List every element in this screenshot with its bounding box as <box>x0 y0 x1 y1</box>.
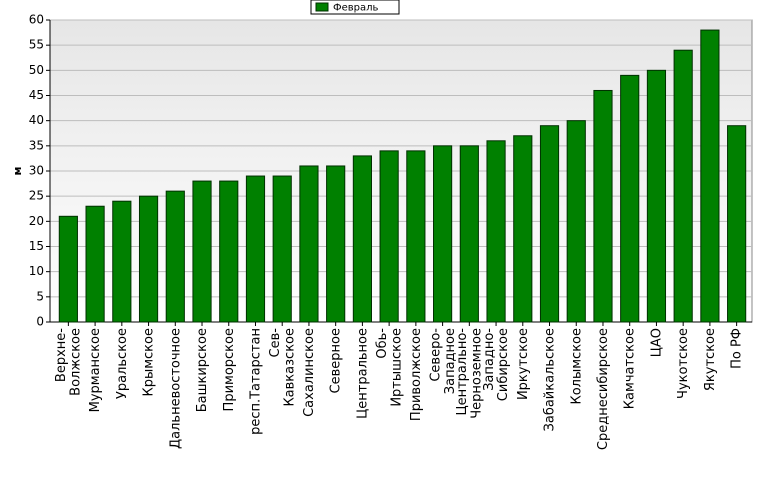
bar <box>566 120 586 323</box>
y-axis-label: м <box>11 167 24 176</box>
bar <box>85 205 105 323</box>
bar <box>272 175 292 323</box>
x-tick-label: Дальневосточное <box>168 328 183 449</box>
bar <box>299 165 319 323</box>
bar <box>192 180 212 323</box>
legend-box <box>310 0 400 15</box>
x-tick-label: Обь-Иртышское <box>374 328 403 407</box>
y-tick-label: 10 <box>29 264 44 278</box>
bar <box>352 155 372 323</box>
bar <box>326 165 346 323</box>
y-tick-label: 45 <box>29 88 44 102</box>
bar <box>138 195 159 323</box>
x-tick-label: Мурманское <box>88 328 103 412</box>
bar <box>379 150 399 323</box>
legend-swatch <box>315 2 329 12</box>
x-tick-label: Камчатское <box>622 328 637 409</box>
bar <box>513 135 533 323</box>
y-tick-label: 55 <box>29 38 44 52</box>
y-tick-label: 60 <box>29 13 44 27</box>
y-tick-label: 30 <box>29 164 44 178</box>
y-tick-label: 0 <box>36 315 44 329</box>
bar <box>406 150 426 323</box>
x-tick-label: По РФ <box>729 328 744 369</box>
legend-label: Февраль <box>333 3 379 14</box>
bar <box>593 89 613 323</box>
bar <box>646 69 667 323</box>
y-tick-label: 20 <box>29 214 44 228</box>
bar <box>539 125 560 323</box>
x-tick-label: Сахалинское <box>301 328 316 417</box>
bar <box>58 215 78 323</box>
y-tick-label: 15 <box>29 239 44 253</box>
bar <box>727 125 747 323</box>
bar <box>245 175 266 323</box>
bar <box>459 145 479 323</box>
x-tick-label: Чукотское <box>676 328 691 399</box>
x-tick-label: Среднесибирское <box>595 328 610 450</box>
x-tick-label: Верхне-Волжское <box>54 328 83 396</box>
y-tick-label: 35 <box>29 138 44 152</box>
x-tick-label: Уральское <box>114 328 129 399</box>
bar <box>433 145 453 323</box>
x-tick-label: Центральное <box>355 328 370 419</box>
x-tick-label: Сев-Кавказское <box>268 328 297 407</box>
x-tick-label: Башкирское <box>195 328 210 412</box>
x-tick-label: Крымское <box>141 328 156 397</box>
y-tick-label: 50 <box>29 63 44 77</box>
bar <box>112 200 132 323</box>
x-tick-label: Якутское <box>702 328 717 391</box>
bar <box>673 49 693 323</box>
x-tick-label: Северное <box>328 328 343 393</box>
x-tick-label: Центрально-Черноземное <box>455 328 484 419</box>
bar <box>219 180 239 323</box>
x-tick-label: Колымское <box>569 328 584 405</box>
y-tick-label: 5 <box>36 289 44 303</box>
x-tick-label: Приморское <box>221 328 236 411</box>
y-tick-label: 40 <box>29 113 44 127</box>
x-tick-label: Приволжское <box>408 328 423 421</box>
x-tick-label: Иркутское <box>515 328 530 400</box>
bar <box>700 29 720 323</box>
legend: Февраль <box>310 0 400 15</box>
bar <box>486 140 506 323</box>
x-tick-label: респ.Татарстан <box>248 328 263 435</box>
x-tick-label: Забайкальское <box>542 328 557 431</box>
y-tick-label: 25 <box>29 189 44 203</box>
x-tick-label: Северо-Западное <box>428 328 457 395</box>
x-tick-label: ЦАО <box>649 328 664 357</box>
bar <box>165 190 185 323</box>
bar <box>620 74 640 323</box>
x-tick-label: Западно-Сибирское <box>481 328 510 402</box>
